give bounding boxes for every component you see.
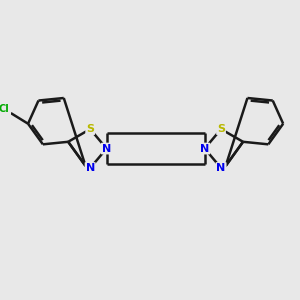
Text: N: N: [85, 163, 95, 173]
Text: N: N: [200, 144, 209, 154]
Text: S: S: [86, 124, 94, 134]
Text: Cl: Cl: [0, 104, 9, 114]
Text: S: S: [217, 124, 225, 134]
Text: N: N: [102, 144, 111, 154]
Text: N: N: [216, 163, 226, 173]
